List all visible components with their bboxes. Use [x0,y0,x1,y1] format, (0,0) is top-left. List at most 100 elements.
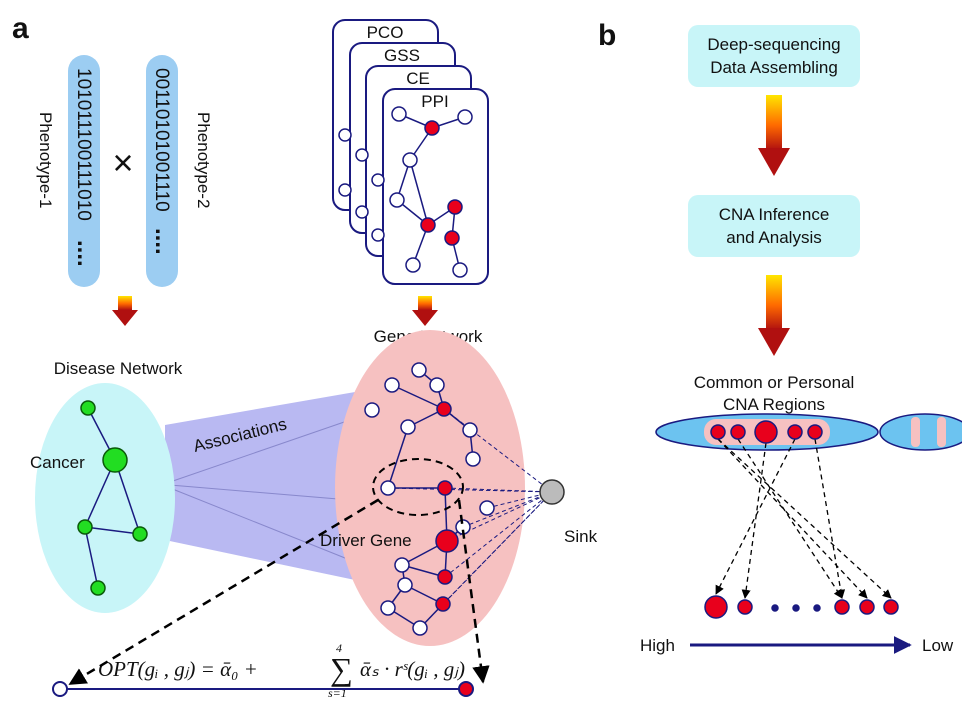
sink-edge [443,408,553,493]
layer-label: PPI [421,92,448,111]
phenotype-bar [68,55,100,287]
pair-arrow [457,499,490,684]
cna-node [754,420,778,444]
node [479,500,495,516]
node [412,620,428,636]
mapping-arrow [715,438,796,595]
edge [84,526,141,535]
node [380,480,396,496]
node-label: Driver Gene [320,531,412,550]
node [435,529,459,553]
step-box [688,25,860,87]
mapping-arrow [814,438,846,599]
node [452,262,468,278]
association-band [165,392,355,580]
node [429,377,445,393]
node [411,362,427,378]
panel-label: a [12,12,29,45]
step-text: CNA Inference [719,205,830,224]
layer-label: PCO [367,23,404,42]
cna-node [807,424,823,440]
edge [391,384,445,410]
selected-pair [372,458,464,516]
node [90,580,106,596]
node [435,596,451,612]
flow-arrow [112,310,138,326]
flow-arrow [118,296,132,310]
edge [409,159,429,226]
ranked-node [704,595,728,619]
node [371,228,385,242]
node [437,480,453,496]
node [102,447,128,473]
rank-label: High [640,636,675,655]
flow-arrow [766,275,782,330]
sink-edge [446,491,553,542]
cna-node [710,424,726,440]
ranked-node [813,604,821,612]
cna-region [937,417,946,447]
node [80,400,96,416]
node [447,199,463,215]
network-title: Disease Network [54,359,183,378]
panel-label: b [598,19,616,52]
phenotype-bar [146,55,178,287]
bit-dots: .... [150,228,177,255]
ranked-node [883,599,899,615]
node [457,109,473,125]
node [380,600,396,616]
node [338,183,352,197]
node [338,128,352,142]
gene-node [458,681,474,697]
layer-label: GSS [384,46,420,65]
ranked-node [859,599,875,615]
sink-edge [462,491,553,528]
chromosome [879,413,962,451]
node-label: Sink [564,527,598,546]
flow-arrow [758,148,790,176]
step-box [688,195,860,257]
node [364,402,380,418]
node [405,257,421,273]
disease-network [35,383,175,613]
bit-dots: .... [72,240,99,267]
ranked-node [771,604,779,612]
ranked-node [737,599,753,615]
edge [84,526,99,589]
regions-title: CNA Regions [723,395,825,414]
flow-arrow [418,296,432,310]
formula-upper: 4 [336,641,342,655]
flow-arrow [412,310,438,326]
edge [387,426,409,489]
step-text: Data Assembling [710,58,838,77]
cna-node [730,424,746,440]
node-label: Cancer [30,453,85,472]
step-text: and Analysis [726,228,821,247]
edge [114,459,141,535]
gene-node [52,681,68,697]
node [436,401,452,417]
sink-edge [442,491,553,605]
phenotype-name: Phenotype-2 [194,112,213,208]
node [397,577,413,593]
bit-string: 101011100111010 [73,68,94,221]
ranked-node [834,599,850,615]
phenotype-name: Phenotype-1 [36,112,55,208]
bit-string: 00110101001110 [151,68,172,212]
node [394,557,410,573]
mapping-arrow [737,438,843,599]
rank-label: Low [922,636,954,655]
node [462,422,478,438]
formula: OPT(gᵢ , gⱼ) = ᾱ₀ + [98,657,258,681]
cna-region [911,417,920,447]
node [424,120,440,136]
flow-arrow [758,328,790,356]
layer-card [382,88,489,285]
node [400,419,416,435]
sink-edge [444,491,553,578]
node [444,230,460,246]
layer-label: CE [406,69,430,88]
sink-edge [387,487,553,493]
node [465,451,481,467]
